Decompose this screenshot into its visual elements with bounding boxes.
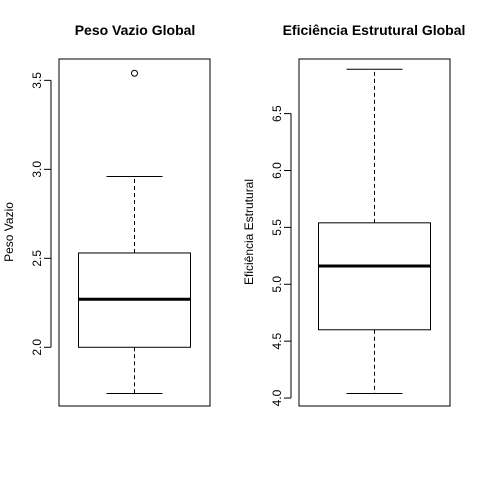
chart-title: Eficiência Estrutural Global bbox=[283, 22, 466, 38]
boxplot bbox=[319, 69, 431, 393]
y-tick-label: 2.5 bbox=[30, 250, 44, 267]
y-tick-label: 4.5 bbox=[270, 332, 284, 349]
boxplot bbox=[79, 70, 191, 393]
y-axis: 2.0 2.5 3.0 3.5 bbox=[30, 72, 51, 356]
y-tick-label: 4.0 bbox=[270, 389, 284, 406]
y-tick-label: 5.0 bbox=[270, 276, 284, 293]
chart-title: Peso Vazio Global bbox=[75, 22, 196, 38]
y-tick-label: 3.5 bbox=[30, 72, 44, 89]
y-tick-label: 2.0 bbox=[30, 339, 44, 356]
y-tick-label: 3.0 bbox=[30, 161, 44, 178]
iqr-box bbox=[319, 223, 431, 330]
panel-peso-vazio: Peso Vazio Global Peso Vazio 2.0 2.5 3.0 3.… bbox=[2, 22, 210, 406]
plot-frame bbox=[59, 59, 210, 406]
outlier-point bbox=[132, 70, 138, 76]
y-tick-label: 6.5 bbox=[270, 105, 284, 122]
y-tick-label: 5.5 bbox=[270, 219, 284, 236]
y-tick-label: 6.0 bbox=[270, 162, 284, 179]
panel-eficiencia-estrutural: Eficiência Estrutural Global Eficiência … bbox=[242, 22, 465, 406]
y-axis: 4.0 4.5 5.0 5.5 6.0 6.5 bbox=[270, 105, 291, 406]
y-axis-label: Peso Vazio bbox=[2, 202, 16, 262]
y-axis-label: Eficiência Estrutural bbox=[242, 179, 256, 285]
